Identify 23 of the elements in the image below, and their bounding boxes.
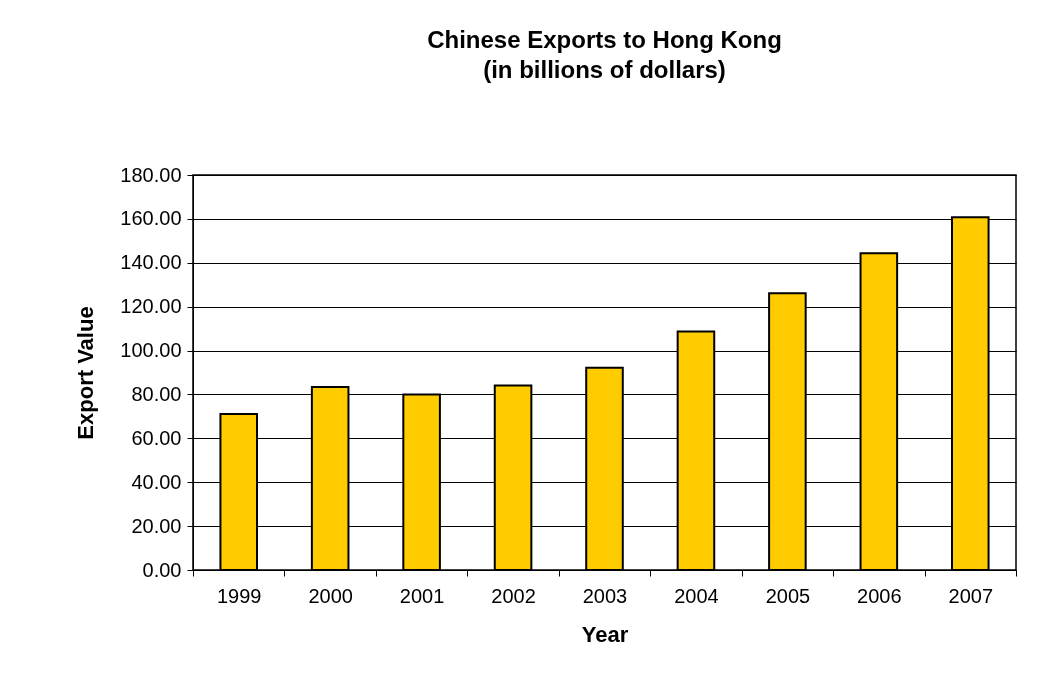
y-tick-label: 100.00 <box>120 339 182 362</box>
chart-title: Chinese Exports to Hong Kong <box>427 26 782 53</box>
y-axis-title: Export Value <box>73 306 99 440</box>
x-tick-label: 2000 <box>308 584 353 607</box>
x-tick-label: 1999 <box>216 584 262 607</box>
y-tick-label: 160.00 <box>120 207 182 230</box>
x-tick-label: 2001 <box>399 584 445 607</box>
x-tick-label: 2004 <box>674 584 719 607</box>
x-tick-label: 2006 <box>857 584 902 607</box>
x-axis-title: Year <box>581 621 629 647</box>
x-tick-label: 2007 <box>948 584 994 607</box>
y-tick-label: 80.00 <box>131 382 182 405</box>
x-tick-label: 2002 <box>491 584 536 607</box>
y-tick-label: 120.00 <box>120 295 182 318</box>
x-tick-label: 2003 <box>582 584 628 607</box>
y-tick-label: 0.00 <box>142 558 182 581</box>
x-tick-label: 2005 <box>765 584 811 607</box>
y-tick-label: 180.00 <box>120 163 182 186</box>
y-tick-label: 140.00 <box>120 251 182 274</box>
y-tick-label: 40.00 <box>131 470 182 493</box>
y-tick-label: 60.00 <box>131 426 182 449</box>
y-tick-label: 20.00 <box>131 514 182 537</box>
chart-subtitle: (in billions of dollars) <box>483 56 726 83</box>
